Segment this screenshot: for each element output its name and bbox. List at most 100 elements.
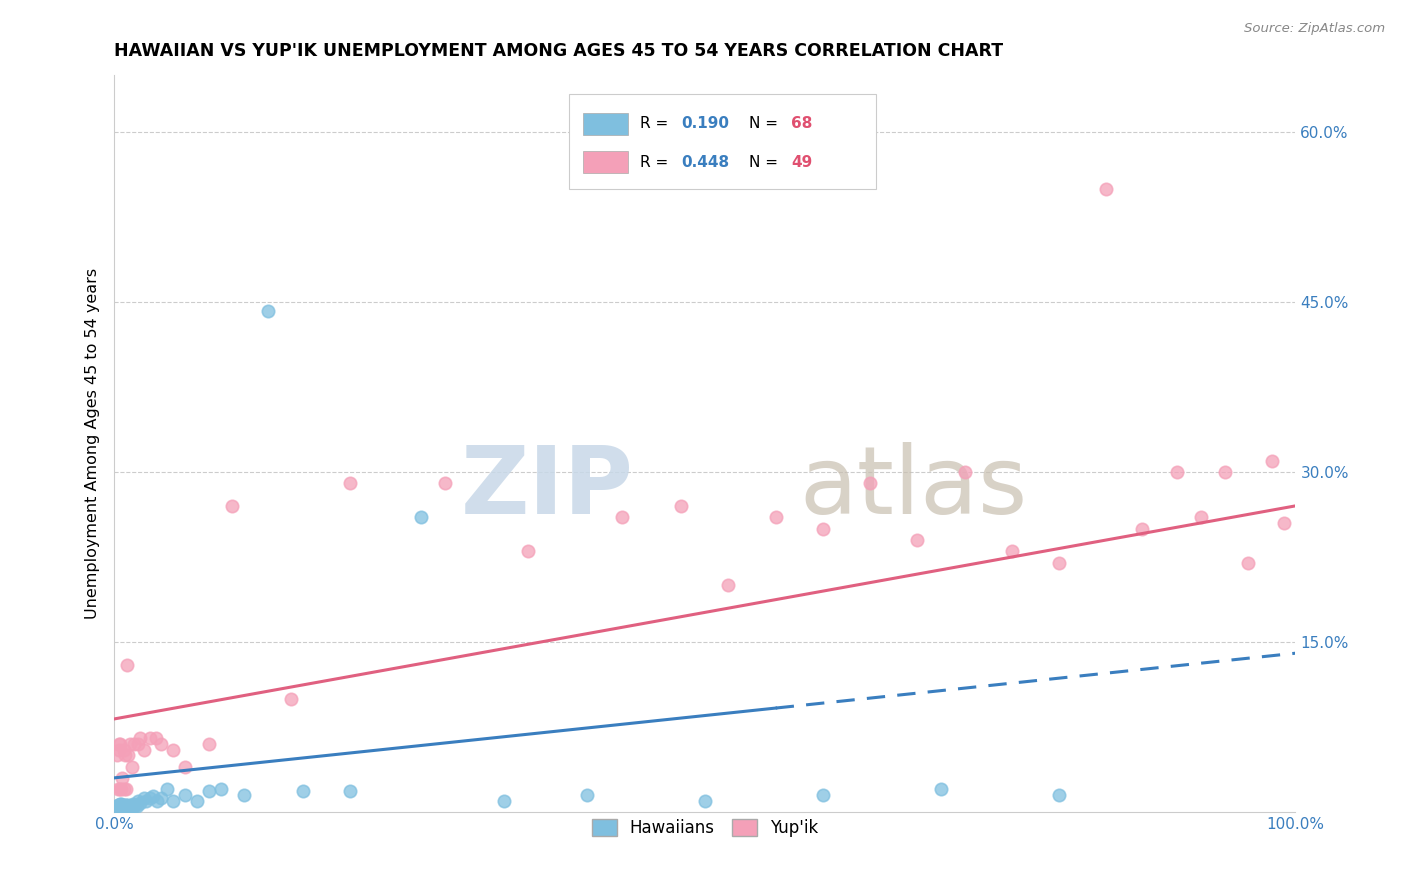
Hawaiians (162, 793, 184, 807)
Yup'ik (1130, 522, 1153, 536)
Yup'ik (433, 476, 456, 491)
Yup'ik (1213, 465, 1236, 479)
Yup'ik (108, 737, 131, 751)
Hawaiians (929, 782, 952, 797)
Text: 0.190: 0.190 (681, 116, 730, 131)
Hawaiians (174, 788, 197, 802)
Hawaiians (108, 801, 131, 815)
Y-axis label: Unemployment Among Ages 45 to 54 years: Unemployment Among Ages 45 to 54 years (86, 268, 100, 619)
Yup'ik (907, 533, 929, 547)
Hawaiians (115, 799, 138, 814)
Yup'ik (1189, 510, 1212, 524)
Hawaiians (492, 793, 515, 807)
Hawaiians (197, 784, 219, 798)
Yup'ik (145, 731, 167, 746)
Hawaiians (411, 510, 433, 524)
Yup'ik (108, 742, 131, 756)
Hawaiians (150, 791, 173, 805)
Hawaiians (112, 800, 135, 814)
Hawaiians (124, 798, 146, 813)
Yup'ik (121, 759, 143, 773)
Yup'ik (765, 510, 787, 524)
Yup'ik (1001, 544, 1024, 558)
Hawaiians (129, 796, 152, 810)
Hawaiians (292, 784, 315, 798)
Hawaiians (115, 799, 138, 814)
Hawaiians (122, 799, 145, 814)
Text: Source: ZipAtlas.com: Source: ZipAtlas.com (1244, 22, 1385, 36)
Hawaiians (118, 800, 141, 814)
Yup'ik (197, 737, 219, 751)
Hawaiians (138, 791, 160, 805)
Yup'ik (174, 759, 197, 773)
Yup'ik (150, 737, 173, 751)
Hawaiians (115, 800, 138, 814)
Yup'ik (1047, 556, 1070, 570)
Hawaiians (105, 799, 128, 814)
Yup'ik (859, 476, 882, 491)
Hawaiians (118, 799, 141, 814)
Yup'ik (1095, 181, 1118, 195)
Hawaiians (107, 798, 129, 813)
Hawaiians (142, 789, 165, 803)
Yup'ik (669, 499, 692, 513)
Hawaiians (1047, 788, 1070, 802)
Hawaiians (117, 800, 139, 814)
Hawaiians (117, 798, 139, 813)
Hawaiians (108, 798, 131, 813)
Yup'ik (717, 578, 740, 592)
Hawaiians (108, 800, 131, 814)
Hawaiians (125, 799, 148, 814)
Yup'ik (221, 499, 243, 513)
Text: 68: 68 (792, 116, 813, 131)
Hawaiians (110, 801, 132, 815)
Hawaiians (110, 799, 132, 814)
Hawaiians (111, 800, 134, 814)
Yup'ik (127, 737, 149, 751)
Hawaiians (107, 801, 129, 815)
Hawaiians (111, 799, 134, 814)
Text: 0.448: 0.448 (681, 154, 730, 169)
Hawaiians (209, 782, 232, 797)
Yup'ik (132, 742, 155, 756)
Hawaiians (115, 798, 138, 813)
Hawaiians (110, 801, 132, 815)
Yup'ik (108, 737, 131, 751)
Hawaiians (693, 793, 716, 807)
Yup'ik (107, 782, 129, 797)
Hawaiians (110, 797, 132, 811)
Text: R =: R = (640, 116, 673, 131)
Yup'ik (953, 465, 976, 479)
Text: atlas: atlas (800, 442, 1028, 533)
Hawaiians (112, 799, 135, 814)
Hawaiians (127, 793, 149, 807)
Yup'ik (115, 782, 138, 797)
Text: N =: N = (748, 116, 782, 131)
Hawaiians (575, 788, 598, 802)
Text: ZIP: ZIP (461, 442, 634, 533)
Yup'ik (110, 782, 132, 797)
Yup'ik (280, 691, 302, 706)
Hawaiians (115, 800, 138, 814)
Bar (583, 151, 628, 173)
Yup'ik (610, 510, 633, 524)
Hawaiians (122, 797, 145, 811)
Yup'ik (1166, 465, 1188, 479)
Bar (583, 112, 628, 135)
Hawaiians (233, 788, 256, 802)
Hawaiians (114, 800, 136, 814)
Hawaiians (108, 797, 131, 811)
Text: HAWAIIAN VS YUP'IK UNEMPLOYMENT AMONG AGES 45 TO 54 YEARS CORRELATION CHART: HAWAIIAN VS YUP'IK UNEMPLOYMENT AMONG AG… (114, 42, 1004, 60)
Yup'ik (122, 737, 145, 751)
Hawaiians (111, 799, 134, 814)
Hawaiians (108, 800, 131, 814)
Yup'ik (117, 748, 139, 763)
Yup'ik (516, 544, 538, 558)
Legend: Hawaiians, Yup'ik: Hawaiians, Yup'ik (585, 813, 825, 844)
Hawaiians (120, 799, 142, 814)
Yup'ik (108, 782, 131, 797)
Hawaiians (111, 798, 134, 813)
Text: R =: R = (640, 154, 673, 169)
Hawaiians (186, 793, 208, 807)
Yup'ik (1237, 556, 1260, 570)
